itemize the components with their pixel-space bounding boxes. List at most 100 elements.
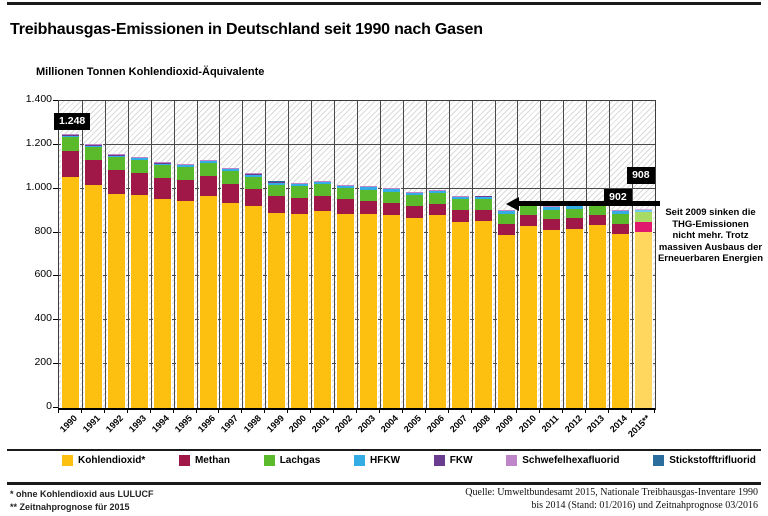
x-axis-tick bbox=[447, 408, 449, 413]
y-axis-tick bbox=[53, 275, 58, 277]
segment-Schwefelhexafluorid bbox=[635, 208, 653, 210]
x-axis-tick bbox=[562, 408, 564, 413]
segment-Lachgas bbox=[222, 171, 240, 185]
segment-Lachgas bbox=[543, 209, 561, 220]
bar-2007 bbox=[450, 195, 470, 408]
x-axis-tick bbox=[218, 408, 220, 413]
segment-Lachgas bbox=[107, 156, 125, 171]
x-axis-tick bbox=[356, 408, 357, 413]
segment-Lachgas bbox=[497, 213, 515, 225]
v-gridline bbox=[379, 101, 381, 408]
y-axis-tick bbox=[53, 231, 58, 233]
data-label-2014: 902 bbox=[604, 189, 632, 207]
legend-label: HFKW bbox=[370, 455, 401, 466]
annotation-line: Seit 2009 sinken die bbox=[665, 207, 756, 218]
segment-Kohlendioxid* bbox=[382, 215, 400, 408]
x-axis-tick bbox=[470, 408, 472, 413]
y-axis-tick bbox=[53, 363, 58, 365]
segment-Schwefelhexafluorid bbox=[291, 183, 309, 184]
legend-item-Schwefelhexafluorid: Schwefelhexafluorid bbox=[506, 455, 620, 466]
segment-Kohlendioxid* bbox=[635, 232, 653, 408]
segment-Methan bbox=[359, 200, 377, 215]
segment-Lachgas bbox=[566, 208, 584, 219]
segment-Methan bbox=[382, 202, 400, 216]
v-gridline bbox=[471, 101, 473, 408]
segment-Kohlendioxid* bbox=[245, 206, 263, 408]
segment-Schwefelhexafluorid bbox=[268, 181, 286, 183]
v-gridline bbox=[150, 101, 152, 408]
segment-Schwefelhexafluorid bbox=[382, 188, 400, 189]
segment-Schwefelhexafluorid bbox=[451, 195, 469, 197]
x-axis-tick bbox=[58, 408, 59, 413]
x-axis-tick-label: 1994 bbox=[149, 413, 171, 435]
annotation-arrow-head bbox=[506, 196, 520, 211]
bar-2013 bbox=[588, 201, 608, 408]
v-gridline bbox=[540, 101, 542, 408]
segment-Methan bbox=[245, 188, 263, 207]
v-gridline bbox=[632, 101, 634, 408]
segment-Schwefelhexafluorid bbox=[130, 156, 148, 158]
segment-Lachgas bbox=[130, 159, 148, 173]
segment-Schwefelhexafluorid bbox=[612, 210, 630, 211]
v-gridline bbox=[81, 101, 83, 408]
x-axis-tick bbox=[80, 408, 82, 413]
segment-Kohlendioxid* bbox=[520, 225, 538, 408]
segment-HFKW bbox=[359, 187, 377, 190]
segment-Schwefelhexafluorid bbox=[199, 159, 217, 161]
segment-Methan bbox=[428, 203, 446, 216]
v-gridline bbox=[494, 101, 496, 408]
bar-2010 bbox=[519, 202, 539, 408]
segment-Schwefelhexafluorid bbox=[84, 144, 102, 145]
segment-Methan bbox=[314, 195, 332, 211]
bar-1998 bbox=[244, 173, 264, 408]
segment-Lachgas bbox=[451, 199, 469, 211]
x-axis-tick bbox=[424, 408, 426, 413]
segment-Schwefelhexafluorid bbox=[153, 162, 171, 164]
x-axis-tick bbox=[310, 408, 312, 413]
y-axis-tick-label: 400 bbox=[34, 312, 52, 325]
legend-label: Schwefelhexafluorid bbox=[522, 455, 620, 466]
legend-item-FKW: FKW bbox=[433, 455, 473, 466]
bar-2005 bbox=[404, 192, 424, 408]
x-axis-tick bbox=[401, 408, 403, 413]
segment-Lachgas bbox=[199, 162, 217, 177]
segment-Methan bbox=[612, 223, 630, 234]
x-axis-tick-label: 1992 bbox=[103, 413, 126, 435]
segment-Kohlendioxid* bbox=[153, 199, 171, 408]
legend-bottom-rule bbox=[7, 482, 761, 485]
bar-1997 bbox=[221, 167, 241, 408]
segment-Kohlendioxid* bbox=[428, 215, 446, 408]
source-line: Quelle: Umweltbundesamt 2015, Nationale … bbox=[465, 487, 758, 498]
source-credit: Quelle: Umweltbundesamt 2015, Nationale … bbox=[465, 487, 758, 512]
bar-1996 bbox=[198, 159, 218, 408]
segment-Lachgas bbox=[245, 176, 263, 189]
segment-FKW bbox=[222, 168, 240, 170]
segment-Methan bbox=[176, 180, 194, 201]
segment-Kohlendioxid* bbox=[176, 200, 194, 408]
x-axis-tick-label: 2008 bbox=[470, 413, 492, 435]
segment-Lachgas bbox=[612, 213, 630, 224]
source-line: bis 2014 (Stand: 01/2016) und Zeitnahpro… bbox=[531, 499, 758, 511]
segment-Lachgas bbox=[337, 188, 355, 200]
y-axis-tick-label: 1.200 bbox=[25, 136, 52, 149]
x-axis-tick bbox=[539, 408, 541, 413]
bar-1992 bbox=[106, 154, 126, 408]
x-axis-tick bbox=[378, 408, 380, 413]
segment-Methan bbox=[199, 176, 217, 196]
x-axis-tick-label: 1990 bbox=[58, 413, 80, 435]
segment-Schwefelhexafluorid bbox=[222, 167, 240, 169]
y-axis-tick-label: 800 bbox=[34, 224, 52, 237]
annotation-line: Erneuerbaren Energien bbox=[657, 253, 764, 264]
x-axis-tick-label: 2013 bbox=[585, 413, 607, 435]
segment-Schwefelhexafluorid bbox=[405, 192, 423, 193]
segment-Lachgas bbox=[405, 195, 423, 207]
y-axis-tick bbox=[53, 143, 58, 145]
annotation-arrow-line bbox=[518, 201, 660, 207]
segment-Methan bbox=[222, 184, 240, 204]
segment-Methan bbox=[84, 160, 102, 185]
segment-Lachgas bbox=[474, 198, 492, 210]
x-axis-tick bbox=[493, 408, 495, 413]
bar-2001 bbox=[313, 181, 333, 408]
plot-area bbox=[58, 100, 656, 410]
